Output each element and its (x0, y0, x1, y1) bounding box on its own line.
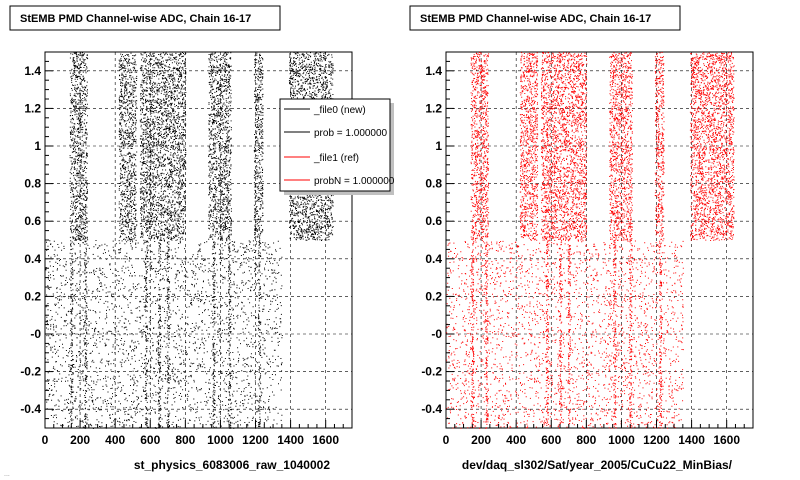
right-title-box (409, 5, 681, 31)
y-tick-label: -0.2 (20, 365, 41, 379)
y-tick-label: 0.2 (425, 289, 442, 303)
x-tick-label: 1200 (643, 433, 670, 447)
left-scatter-points (45, 52, 334, 429)
x-tick-label: 1400 (678, 433, 705, 447)
legend-box (279, 98, 391, 192)
y-tick-label: 0.4 (425, 252, 442, 266)
y-tick-label: 0.4 (24, 252, 41, 266)
x-tick-label: 200 (70, 433, 90, 447)
x-tick-label: 200 (471, 433, 491, 447)
x-tick-label: 0 (42, 433, 49, 447)
legend-entry-file0: _file0 (new) (313, 105, 366, 116)
y-tick-label: 1 (34, 139, 41, 153)
y-tick-label: 1.2 (24, 101, 41, 115)
y-tick-label: 1.4 (425, 64, 442, 78)
right-panel: StEMB PMD Channel-wise ADC, Chain 16-17 … (409, 5, 754, 472)
x-tick-label: 1600 (312, 433, 339, 447)
y-tick-label: -0.4 (421, 402, 442, 416)
scatter-points (45, 52, 334, 429)
right-scatter-points (446, 52, 735, 429)
legend: _file0 (new) prob = 1.000000 _file1 (ref… (279, 98, 395, 195)
footer-stamp: ... (4, 471, 10, 478)
x-tick-label: 800 (175, 433, 195, 447)
left-panel: StEMB PMD Channel-wise ADC, Chain 16-17 … (9, 5, 395, 472)
y-tick-label: -0 (30, 327, 41, 341)
x-tick-label: 0 (443, 433, 450, 447)
legend-entry-probn: probN = 1.000000 (314, 176, 395, 187)
legend-entry-file1: _file1 (ref) (313, 153, 359, 164)
y-tick-label: -0.4 (20, 402, 41, 416)
x-tick-label: 600 (140, 433, 160, 447)
left-title-box (9, 5, 281, 31)
scatter-points (446, 52, 735, 429)
x-tick-label: 1000 (608, 433, 635, 447)
y-tick-label: 0.6 (24, 214, 41, 228)
y-tick-label: -0.2 (421, 365, 442, 379)
y-tick-label: 1.4 (24, 64, 41, 78)
right-title: StEMB PMD Channel-wise ADC, Chain 16-17 (420, 13, 651, 25)
right-plot-frame (445, 51, 754, 429)
left-x-axis-label: st_physics_6083006_raw_1040002 (134, 458, 330, 472)
y-tick-label: 1.2 (425, 101, 442, 115)
x-tick-label: 400 (506, 433, 526, 447)
x-tick-label: 1600 (713, 433, 740, 447)
y-tick-label: 1 (435, 139, 442, 153)
left-title: StEMB PMD Channel-wise ADC, Chain 16-17 (20, 13, 251, 25)
x-tick-label: 1000 (207, 433, 234, 447)
left-axes: 0 200 400 600 800 1000 1200 1400 1600 -0.4 -0.2 -0 0… (20, 60, 344, 447)
y-tick-label: 0.2 (24, 289, 41, 303)
right-axes: 0 200 400 600 800 1000 1200 1400 1600 -0.4 -0.2 -0 0… (421, 60, 745, 447)
x-tick-label: 400 (105, 433, 125, 447)
y-tick-label: 0.6 (425, 214, 442, 228)
legend-entry-prob: prob = 1.000000 (314, 128, 388, 139)
x-tick-label: 600 (541, 433, 561, 447)
y-tick-label: 0.8 (24, 177, 41, 191)
right-x-axis-label: dev/daq_sl302/Sat/year_2005/CuCu22_MinBi… (462, 458, 733, 472)
x-tick-label: 1400 (277, 433, 304, 447)
x-tick-label: 1200 (242, 433, 269, 447)
y-tick-label: -0 (431, 327, 442, 341)
y-tick-label: 0.8 (425, 177, 442, 191)
x-tick-label: 800 (576, 433, 596, 447)
